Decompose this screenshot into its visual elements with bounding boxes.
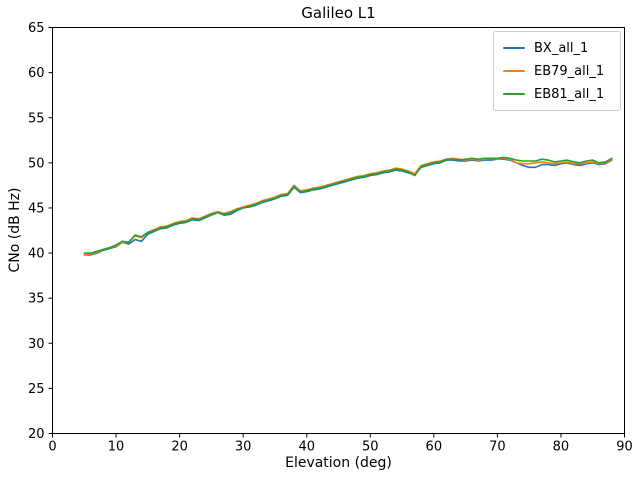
legend-entry-eb79: EB79_all_1: [503, 61, 611, 81]
y-tick-label: 60: [28, 66, 45, 81]
legend-line-sample-orange: [503, 70, 525, 72]
plot-frame: [52, 27, 625, 434]
x-tick-label: 20: [171, 439, 188, 454]
series-line-EB81_all_1: [83, 156, 613, 254]
legend-entry-eb81: EB81_all_1: [503, 84, 611, 104]
series-line-BX_all_1: [83, 158, 613, 256]
legend-label: EB81_all_1: [534, 86, 605, 102]
x-tick-label: 10: [108, 439, 125, 454]
legend-line-sample-blue: [503, 47, 525, 49]
series-line-EB79_all_1: [83, 157, 613, 256]
legend-label: BX_all_1: [534, 40, 589, 56]
x-tick-label: 30: [235, 439, 252, 454]
y-tick-label: 25: [28, 382, 45, 397]
x-tick-label: 80: [553, 439, 570, 454]
x-tick-label: 0: [48, 439, 56, 454]
y-tick-label: 50: [28, 156, 45, 171]
x-tick-label: 60: [426, 439, 443, 454]
legend-entry-bx: BX_all_1: [503, 38, 611, 58]
x-tick-label: 50: [362, 439, 379, 454]
y-tick-label: 40: [28, 247, 45, 262]
x-tick-label: 40: [298, 439, 315, 454]
legend: BX_all_1 EB79_all_1 EB81_all_1: [493, 31, 621, 111]
y-tick-label: 45: [28, 201, 45, 216]
chart-title: Galileo L1: [301, 4, 376, 22]
y-tick-label: 55: [28, 111, 45, 126]
x-tick-label: 70: [489, 439, 506, 454]
y-tick-label: 65: [28, 21, 45, 36]
x-tick-label: 90: [616, 439, 633, 454]
y-tick-label: 20: [28, 427, 45, 442]
legend-line-sample-green: [503, 93, 525, 95]
legend-label: EB79_all_1: [534, 63, 605, 79]
y-tick-label: 30: [28, 337, 45, 352]
y-tick-label: 35: [28, 292, 45, 307]
x-axis-label: Elevation (deg): [285, 455, 392, 471]
